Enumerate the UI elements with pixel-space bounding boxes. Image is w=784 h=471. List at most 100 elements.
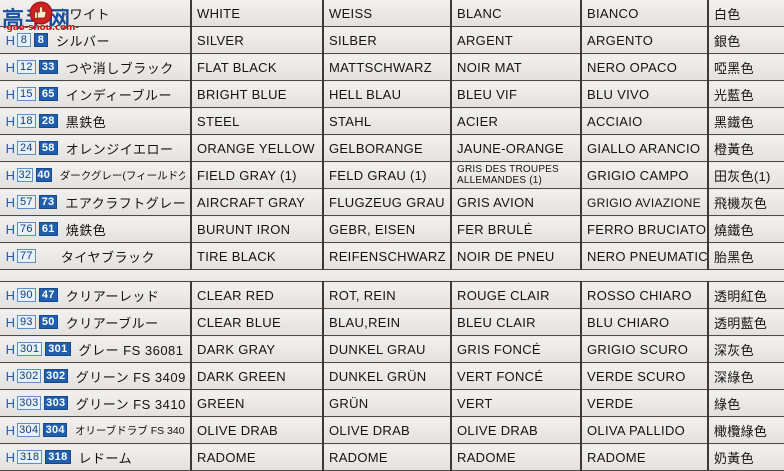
japanese-color-name: 黒鉄色	[65, 114, 107, 130]
table-row: H 302 302 グリーン FS 34092 DARK GREEN DUNKEL GRÜ…	[0, 362, 784, 390]
cell-french: NOIR MAT	[451, 53, 582, 81]
cell-code-japanese: H 93 50 クリアーブルー	[0, 308, 192, 336]
french-color-name-line2: ALLEMANDES (1)	[457, 175, 543, 186]
code-badge-alternate: 73	[38, 195, 58, 209]
table-row: H 76 61 焼鉄色 BURUNT IRON GEBR, EISEN FER BRULÉ F…	[0, 215, 784, 243]
cell-german: FLUGZEUG GRAU	[323, 188, 452, 216]
cell-italian: GRIGIO CAMPO	[581, 161, 709, 189]
cell-code-japanese: H 12 33 つや消しブラック	[0, 53, 192, 81]
japanese-color-name: グレー FS 36081	[78, 342, 184, 358]
english-color-name: TIRE BLACK	[197, 248, 276, 264]
code-prefix: H	[5, 341, 16, 357]
table-row: H 304 304 オリーブドラブ FS 34087 OLIVE DRAB OLIVE D…	[0, 416, 784, 444]
german-color-name: FLUGZEUG GRAU	[329, 194, 445, 210]
cell-english: BRIGHT BLUE	[191, 80, 324, 108]
english-color-name: CLEAR BLUE	[197, 314, 281, 330]
cell-english: CLEAR RED	[191, 281, 324, 309]
cell-code-japanese: H 318 318 レドーム	[0, 443, 192, 471]
chinese-color-name: 奶黃色	[714, 450, 754, 466]
cell-english: WHITE	[191, 0, 324, 27]
english-color-name: CLEAR RED	[197, 287, 275, 303]
cell-code-japanese: H 24 58 オレンジイエロー	[0, 134, 192, 162]
cell-english: BURUNT IRON	[191, 215, 324, 243]
cell-chinese: 透明紅色	[708, 281, 784, 309]
japanese-color-name: ホワイト	[56, 6, 111, 22]
cell-german: DUNKEL GRAU	[323, 335, 452, 363]
chinese-color-name: 深灰色	[714, 342, 754, 358]
chinese-color-name: 銀色	[714, 33, 741, 49]
cell-german: ROT, REIN	[323, 281, 452, 309]
code-badge-alternate: 61	[38, 222, 58, 236]
cell-italian: FERRO BRUCIATO	[581, 215, 709, 243]
code-badge-primary: 301	[17, 342, 43, 356]
cell-code-japanese: H 304 304 オリーブドラブ FS 34087	[0, 416, 192, 444]
italian-color-name: VERDE	[587, 395, 634, 411]
cell-english: SILVER	[191, 26, 324, 54]
french-color-name: OLIVE DRAB	[457, 422, 539, 438]
chinese-color-name: 透明藍色	[714, 315, 768, 331]
english-color-name: OLIVE DRAB	[197, 422, 279, 438]
french-color-name: VERT FONCÉ	[457, 368, 544, 384]
cell-french: ARGENT	[451, 26, 582, 54]
cell-italian: RADOME	[581, 443, 709, 471]
cell-chinese: 透明藍色	[708, 308, 784, 336]
code-badge-alternate: 301	[45, 342, 71, 356]
japanese-color-name: グリーン FS 34102	[75, 396, 185, 412]
german-color-name: MATTSCHWARZ	[329, 59, 432, 75]
italian-color-name: NERO OPACO	[587, 59, 678, 75]
cell-italian: GRIGIO AVIAZIONE	[581, 188, 709, 216]
german-color-name: BLAU,REIN	[329, 314, 401, 330]
code-badge-alternate: 8	[34, 33, 48, 47]
code-badge-primary: 57	[17, 195, 36, 209]
code-badge-alternate: 40	[35, 168, 52, 182]
german-color-name: OLIVE DRAB	[329, 422, 411, 438]
cell-french: ACIER	[451, 107, 582, 135]
french-color-name: BLANC	[457, 5, 502, 21]
cell-italian: GRIGIO SCURO	[581, 335, 709, 363]
cell-code-japanese: H 76 61 焼鉄色	[0, 215, 192, 243]
german-color-name: GRÜN	[329, 395, 369, 411]
table-row: H 90 47 クリアーレッド CLEAR RED ROT, REIN ROUGE CLAI…	[0, 281, 784, 309]
japanese-color-name: クリアーレッド	[65, 288, 160, 304]
code-badge-primary: 304	[17, 423, 41, 437]
code-badge-primary: 77	[17, 249, 36, 263]
cell-english: DARK GREEN	[191, 362, 324, 390]
code-badge-primary: 93	[17, 315, 36, 329]
french-color-name: BLEU CLAIR	[457, 314, 536, 330]
english-color-name: AIRCRAFT GRAY	[197, 194, 306, 210]
code-prefix: H	[5, 32, 16, 48]
french-color-name: JAUNE-ORANGE	[457, 140, 564, 156]
japanese-color-name: エアクラフトグレー	[65, 195, 185, 211]
chinese-color-name: 透明紅色	[714, 288, 768, 304]
cell-chinese: 橙黃色	[708, 134, 784, 162]
code-badge-alternate: 65	[38, 87, 58, 101]
cell-german: STAHL	[323, 107, 452, 135]
english-color-name: GREEN	[197, 395, 245, 411]
chinese-color-name: 橙黃色	[714, 141, 754, 157]
chinese-color-name: 光藍色	[714, 87, 754, 103]
code-badge-primary: 18	[17, 114, 36, 128]
code-badge-alternate: 58	[38, 141, 58, 155]
cell-code-japanese: H 90 47 クリアーレッド	[0, 281, 192, 309]
code-badge-alternate: 50	[38, 315, 58, 329]
cell-german: GELBORANGE	[323, 134, 452, 162]
cell-chinese: 胎黑色	[708, 242, 784, 270]
english-color-name: FIELD GRAY (1)	[197, 167, 297, 183]
japanese-color-name: シルバー	[56, 33, 111, 49]
cell-french: GRIS FONCÉ	[451, 335, 582, 363]
cell-chinese: 奶黃色	[708, 443, 784, 471]
italian-color-name: GRIGIO CAMPO	[587, 167, 689, 183]
cell-german: GEBR, EISEN	[323, 215, 452, 243]
cell-italian: VERDE	[581, 389, 709, 417]
cell-french: NOIR DE PNEU	[451, 242, 582, 270]
chinese-color-name: 燒鐵色	[714, 222, 754, 238]
cell-code-japanese: H 57 73 エアクラフトグレー	[0, 188, 192, 216]
cell-german: MATTSCHWARZ	[323, 53, 452, 81]
cell-italian: BLU CHIARO	[581, 308, 709, 336]
japanese-color-name: オリーブドラブ FS 34087	[74, 424, 185, 437]
french-color-name: GRIS FONCÉ	[457, 341, 541, 357]
cell-french: GRIS DES TROUPES ALLEMANDES (1)	[451, 161, 582, 189]
french-color-name-line1: GRIS DES TROUPES	[457, 164, 559, 175]
